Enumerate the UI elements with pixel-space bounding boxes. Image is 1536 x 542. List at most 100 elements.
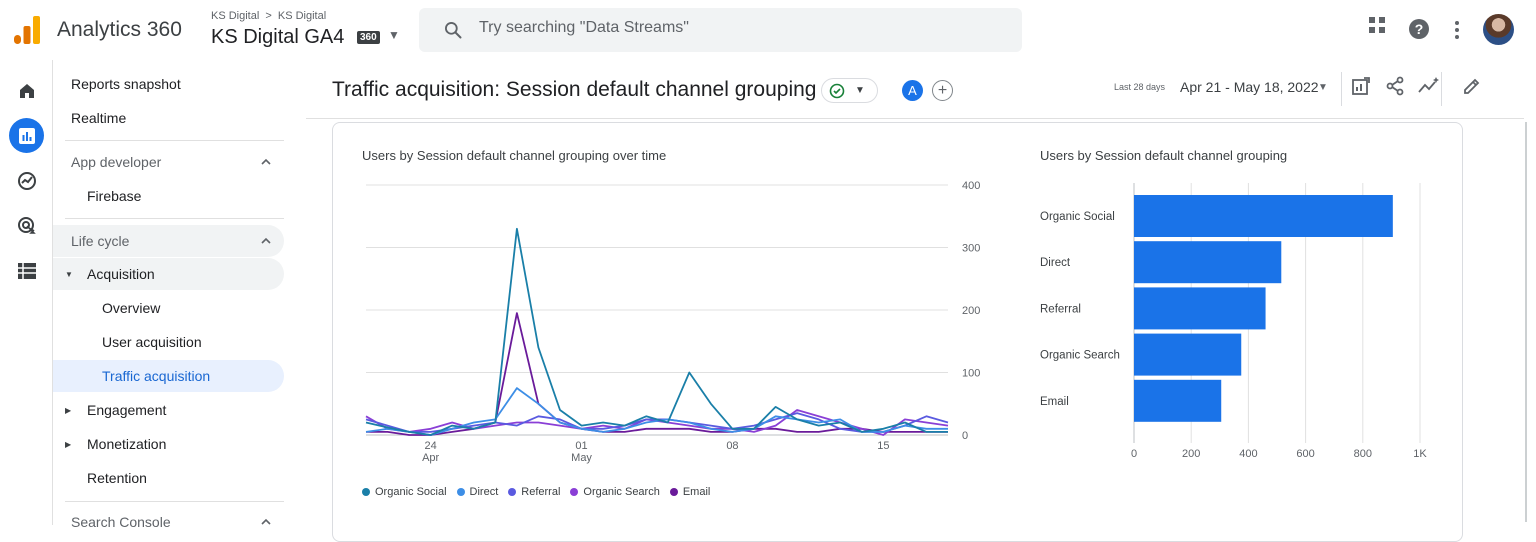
nav-section-app-developer[interactable]: App developer — [53, 146, 284, 178]
x-tick-label: 200 — [1182, 448, 1200, 460]
line-chart-legend: Organic Social Direct Referral Organic Sear… — [362, 486, 720, 498]
analytics-logo[interactable] — [14, 16, 40, 44]
legend-label: Email — [682, 486, 711, 498]
main-content: Traffic acquisition: Session default cha… — [296, 60, 1536, 542]
caret-down-icon: ▼ — [855, 85, 865, 96]
legend-swatch — [669, 488, 678, 496]
app-name: Analytics 360 — [57, 18, 182, 41]
svg-text:?: ? — [1415, 21, 1424, 37]
nav-section-search-console[interactable]: Search Console — [53, 506, 284, 538]
scrollbar[interactable] — [1521, 122, 1531, 522]
report-title: Traffic acquisition: Session default cha… — [332, 78, 817, 101]
rail-explore[interactable] — [9, 163, 44, 198]
legend-label: Organic Social — [375, 486, 447, 498]
edit-pencil-icon[interactable] — [1462, 76, 1482, 96]
bar[interactable] — [1134, 195, 1393, 237]
y-tick-label: 300 — [962, 243, 980, 255]
reports-icon — [18, 127, 35, 144]
nav-firebase[interactable]: Firebase — [53, 180, 284, 212]
bar[interactable] — [1134, 241, 1282, 284]
account-crumb: KS Digital — [211, 10, 260, 22]
y-tick-label: 100 — [962, 368, 980, 380]
rail-reports[interactable] — [9, 118, 44, 153]
left-rail — [0, 60, 53, 525]
x-tick-label: 800 — [1354, 448, 1372, 460]
caret-down-icon[interactable]: ▼ — [1318, 82, 1328, 93]
search-bar[interactable] — [419, 8, 1022, 52]
comparison-badge[interactable]: A — [902, 80, 923, 101]
nav-section-life-cycle[interactable]: Life cycle — [53, 225, 284, 257]
rail-home[interactable] — [9, 73, 44, 108]
nav-overview[interactable]: Overview — [53, 292, 284, 324]
nav-divider — [65, 140, 284, 141]
nav-acquisition[interactable]: ▼ Acquisition — [53, 258, 284, 290]
date-range-selector[interactable]: Apr 21 - May 18, 2022 — [1180, 79, 1319, 95]
legend-label: Referral — [521, 486, 561, 498]
chart-card: Users by Session default channel groupin… — [332, 122, 1463, 542]
bar-category-label: Direct — [1040, 257, 1071, 269]
legend-item[interactable]: Referral — [508, 486, 560, 498]
nav-realtime[interactable]: Realtime — [53, 102, 284, 134]
nav-label: Realtime — [71, 110, 127, 126]
bar[interactable] — [1134, 287, 1266, 330]
bar[interactable] — [1134, 379, 1222, 422]
x-tick-label: 600 — [1296, 448, 1314, 460]
report-status-pill[interactable]: ▼ — [821, 78, 878, 103]
insights-icon[interactable] — [1418, 76, 1440, 96]
series-line-direct[interactable] — [365, 387, 948, 436]
nav-label: Acquisition — [87, 266, 155, 282]
bar-category-label: Organic Social — [1040, 211, 1115, 223]
nav-traffic-acquisition[interactable]: Traffic acquisition — [53, 360, 284, 392]
avatar[interactable] — [1483, 14, 1514, 45]
y-tick-label: 0 — [962, 430, 968, 442]
nav-section-label: Life cycle — [71, 233, 130, 249]
nav-section-label: Search Console — [71, 514, 171, 530]
nav-divider — [65, 218, 284, 219]
advertising-icon — [17, 216, 36, 234]
account-breadcrumb[interactable]: KS Digital > KS Digital — [211, 10, 326, 22]
nav-label: User acquisition — [102, 334, 202, 350]
series-line-email[interactable] — [366, 312, 948, 436]
add-comparison-button[interactable]: + — [932, 80, 953, 101]
series-line-organic-social[interactable] — [365, 227, 948, 436]
property-selector[interactable]: KS Digital GA4 — [211, 26, 345, 48]
legend-item[interactable]: Organic Search — [570, 486, 660, 498]
bar[interactable] — [1134, 333, 1242, 376]
bar-chart[interactable]: 0 200 400 600 800 1K Organic Social Direct Refer… — [1033, 173, 1453, 473]
rail-advertising[interactable] — [9, 208, 44, 243]
nav-reports-snapshot[interactable]: Reports snapshot — [53, 68, 284, 100]
share-icon[interactable] — [1385, 76, 1405, 96]
nav-user-acquisition[interactable]: User acquisition — [53, 326, 284, 358]
nav-engagement[interactable]: ▶ Engagement — [53, 394, 284, 426]
check-circle-icon — [829, 83, 845, 99]
nav-monetization[interactable]: ▶ Monetization — [53, 428, 284, 460]
legend-item[interactable]: Email — [669, 486, 711, 498]
rail-configure[interactable] — [9, 253, 44, 288]
y-tick-label: 400 — [962, 180, 980, 192]
caret-right-icon: ▶ — [65, 439, 72, 449]
toolbar-divider — [1341, 72, 1342, 106]
customize-report-icon[interactable] — [1351, 76, 1371, 96]
nav-label: Engagement — [87, 402, 167, 418]
legend-swatch — [456, 488, 465, 496]
x-tick-label: 08 — [726, 440, 738, 452]
legend-item[interactable]: Organic Social — [362, 486, 447, 498]
x-tick-label: 24 — [425, 440, 437, 452]
x-tick-label: 15 — [877, 440, 889, 452]
account-crumb: KS Digital — [277, 10, 327, 22]
caret-right-icon: ▶ — [65, 405, 72, 415]
x-tick-month-label: May — [571, 452, 592, 464]
help-icon[interactable]: ? — [1409, 19, 1429, 39]
caret-down-icon[interactable]: ▼ — [388, 28, 400, 42]
nav-retention[interactable]: Retention — [53, 462, 284, 494]
nav-label: Retention — [87, 470, 147, 486]
legend-item[interactable]: Direct — [456, 486, 499, 498]
nav-label: Traffic acquisition — [102, 368, 211, 384]
nav-label: Reports snapshot — [71, 76, 181, 92]
search-input[interactable] — [479, 19, 999, 37]
apps-grid-icon[interactable] — [1368, 16, 1386, 34]
legend-swatch — [508, 488, 517, 496]
legend-label: Direct — [469, 486, 499, 498]
more-vert-icon[interactable] — [1454, 20, 1460, 40]
